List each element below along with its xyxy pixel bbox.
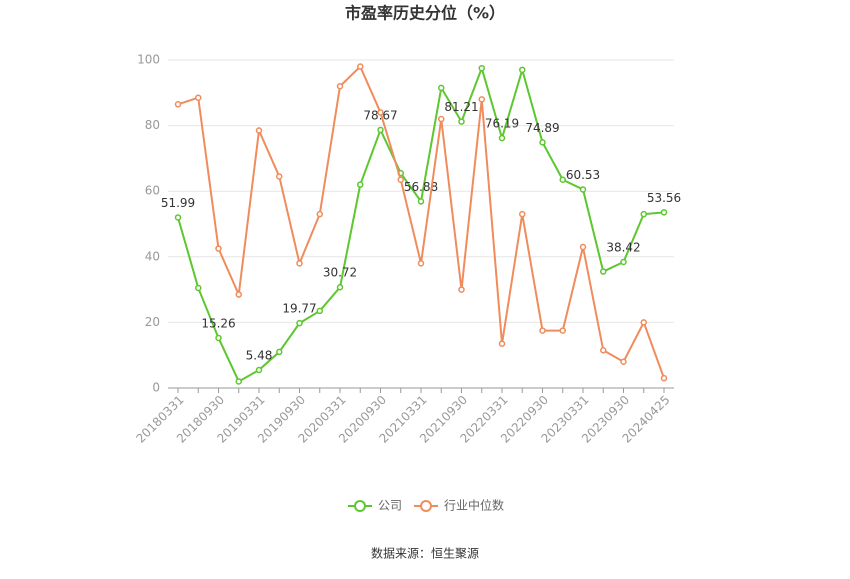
point <box>174 101 182 108</box>
point <box>195 284 202 292</box>
y-tick-label: 100 <box>137 53 160 67</box>
point <box>600 347 607 354</box>
point <box>559 327 566 334</box>
point <box>357 181 364 188</box>
point <box>458 118 465 125</box>
data-label: 38.42 <box>606 240 640 254</box>
legend-marker <box>420 500 432 512</box>
y-tick-label: 60 <box>145 184 160 198</box>
point <box>336 82 344 90</box>
source: 数据来源：恒生聚源 <box>371 546 479 561</box>
point <box>438 115 445 123</box>
data-label: 81.21 <box>444 100 478 114</box>
legend-label: 行业中位数 <box>444 498 504 513</box>
point <box>377 109 384 116</box>
point <box>478 96 485 103</box>
point <box>539 139 546 146</box>
point <box>397 176 404 183</box>
point <box>276 173 283 180</box>
point <box>640 319 647 326</box>
point <box>235 291 242 298</box>
point <box>620 258 627 266</box>
point <box>195 94 202 101</box>
point <box>519 66 526 74</box>
point <box>316 210 323 218</box>
y-tick-label: 0 <box>152 381 160 395</box>
point <box>377 126 384 134</box>
point <box>235 378 242 385</box>
data-label: 53.56 <box>647 191 681 205</box>
point <box>276 348 283 356</box>
data-label: 30.72 <box>323 266 357 280</box>
point <box>600 268 607 275</box>
data-label: 19.77 <box>282 302 316 316</box>
data-label: 56.88 <box>404 180 438 194</box>
chart-title: 市盈率历史分位（%） <box>345 4 505 23</box>
data-label: 76.19 <box>485 117 519 131</box>
point <box>255 127 263 134</box>
data-label: 51.99 <box>161 196 195 210</box>
point <box>519 210 526 218</box>
point <box>640 210 647 218</box>
y-tick-label: 40 <box>145 249 160 263</box>
point <box>316 307 323 315</box>
point <box>438 84 445 92</box>
data-label: 74.89 <box>525 121 559 135</box>
point <box>498 134 506 142</box>
point <box>660 374 668 382</box>
legend-label: 公司 <box>378 499 402 513</box>
series-line <box>177 65 665 383</box>
point <box>357 63 364 70</box>
point <box>559 176 566 183</box>
point <box>215 245 222 252</box>
point <box>620 358 627 366</box>
data-label: 15.26 <box>201 316 235 330</box>
point <box>417 198 425 205</box>
point <box>215 334 222 342</box>
legend-marker <box>354 500 366 512</box>
point <box>539 327 546 334</box>
point <box>417 260 425 267</box>
point <box>174 214 182 221</box>
point <box>498 340 506 347</box>
point <box>255 366 263 374</box>
point <box>296 319 303 327</box>
point <box>660 209 668 216</box>
point <box>458 286 465 293</box>
data-label: 60.53 <box>566 168 600 182</box>
point <box>579 186 587 193</box>
data-label: 5.48 <box>246 349 273 363</box>
point <box>336 283 344 291</box>
y-tick-label: 20 <box>145 315 160 329</box>
point <box>579 243 587 251</box>
point <box>296 260 303 267</box>
point <box>478 64 485 72</box>
y-tick-label: 80 <box>145 118 160 132</box>
